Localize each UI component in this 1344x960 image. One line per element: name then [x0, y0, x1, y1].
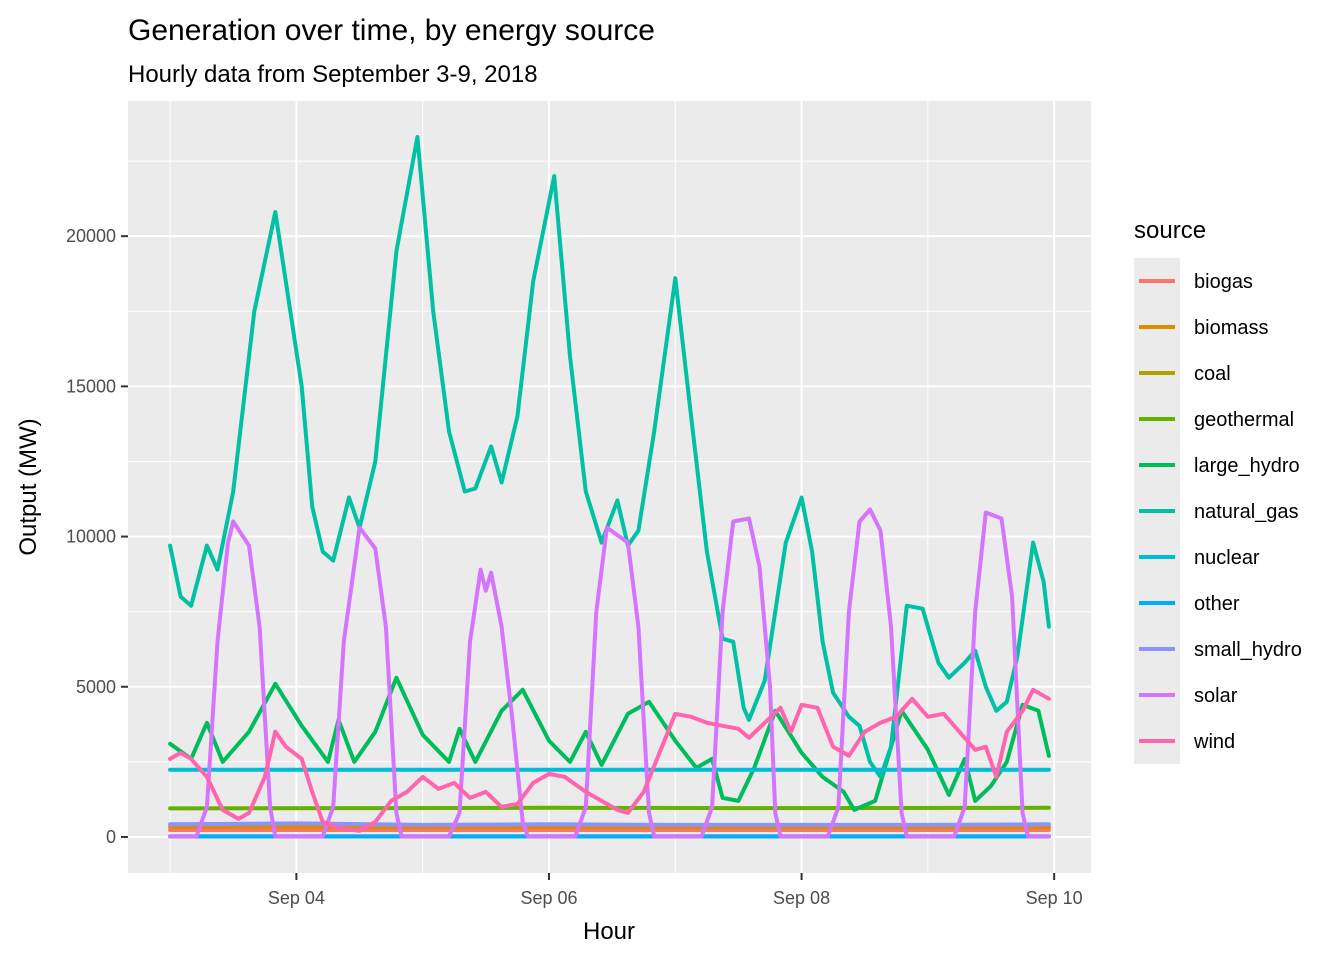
plot-panel — [128, 101, 1091, 873]
series-line-geothermal — [168, 805, 1051, 811]
legend-label: large_hydro — [1194, 455, 1300, 477]
y-tick-label: 0 — [106, 827, 116, 847]
legend-item-large-hydro: large_hydro — [1134, 442, 1300, 488]
y-tick-label: 5000 — [76, 677, 116, 697]
series-line-large-hydro — [168, 675, 1051, 812]
legend-item-other: other — [1134, 580, 1240, 626]
legend-label: biomass — [1194, 317, 1268, 339]
y-tick-label: 10000 — [66, 527, 116, 547]
legend-label: other — [1194, 593, 1240, 615]
series-line-small-hydro — [168, 821, 1051, 827]
y-axis-ticks: 0 5000 10000 15000 20000 — [66, 226, 128, 847]
legend-item-geothermal: geothermal — [1134, 396, 1294, 442]
x-axis-title: Hour — [583, 918, 635, 945]
legend-item-solar: solar — [1134, 672, 1238, 718]
legend-item-biogas: biogas — [1134, 258, 1253, 304]
legend-item-natural-gas: natural_gas — [1134, 488, 1299, 534]
x-tick-label: Sep 10 — [1026, 888, 1083, 908]
legend-item-biomass: biomass — [1134, 304, 1268, 350]
chart-subtitle: Hourly data from September 3-9, 2018 — [128, 61, 538, 88]
x-tick-label: Sep 06 — [520, 888, 577, 908]
x-tick-label: Sep 08 — [773, 888, 830, 908]
series-lines — [168, 135, 1051, 839]
legend-label: nuclear — [1194, 547, 1260, 569]
y-tick-label: 15000 — [66, 376, 116, 396]
legend-label: small_hydro — [1194, 639, 1302, 661]
legend: biogas biomass coal geothermal large_hydrona… — [1134, 258, 1302, 764]
series-line-wind — [168, 687, 1051, 833]
legend-label: solar — [1194, 685, 1238, 707]
legend-item-small-hydro: small_hydro — [1134, 626, 1302, 672]
legend-label: coal — [1194, 363, 1231, 385]
legend-item-wind: wind — [1134, 718, 1235, 764]
legend-label: wind — [1193, 731, 1235, 753]
legend-title: source — [1134, 217, 1206, 244]
x-tick-label: Sep 04 — [268, 888, 325, 908]
legend-label: natural_gas — [1194, 501, 1299, 523]
legend-item-nuclear: nuclear — [1134, 534, 1260, 580]
legend-label: biogas — [1194, 271, 1253, 293]
legend-label: geothermal — [1194, 409, 1294, 431]
y-tick-label: 20000 — [66, 226, 116, 246]
x-axis-ticks: Sep 04 Sep 06 Sep 08 Sep 10 — [268, 873, 1083, 908]
y-axis-title: Output (MW) — [15, 418, 42, 555]
series-line-solar — [168, 507, 1051, 839]
legend-item-coal: coal — [1134, 350, 1231, 396]
chart-title: Generation over time, by energy source — [128, 14, 655, 47]
series-line-natural-gas — [168, 135, 1051, 779]
